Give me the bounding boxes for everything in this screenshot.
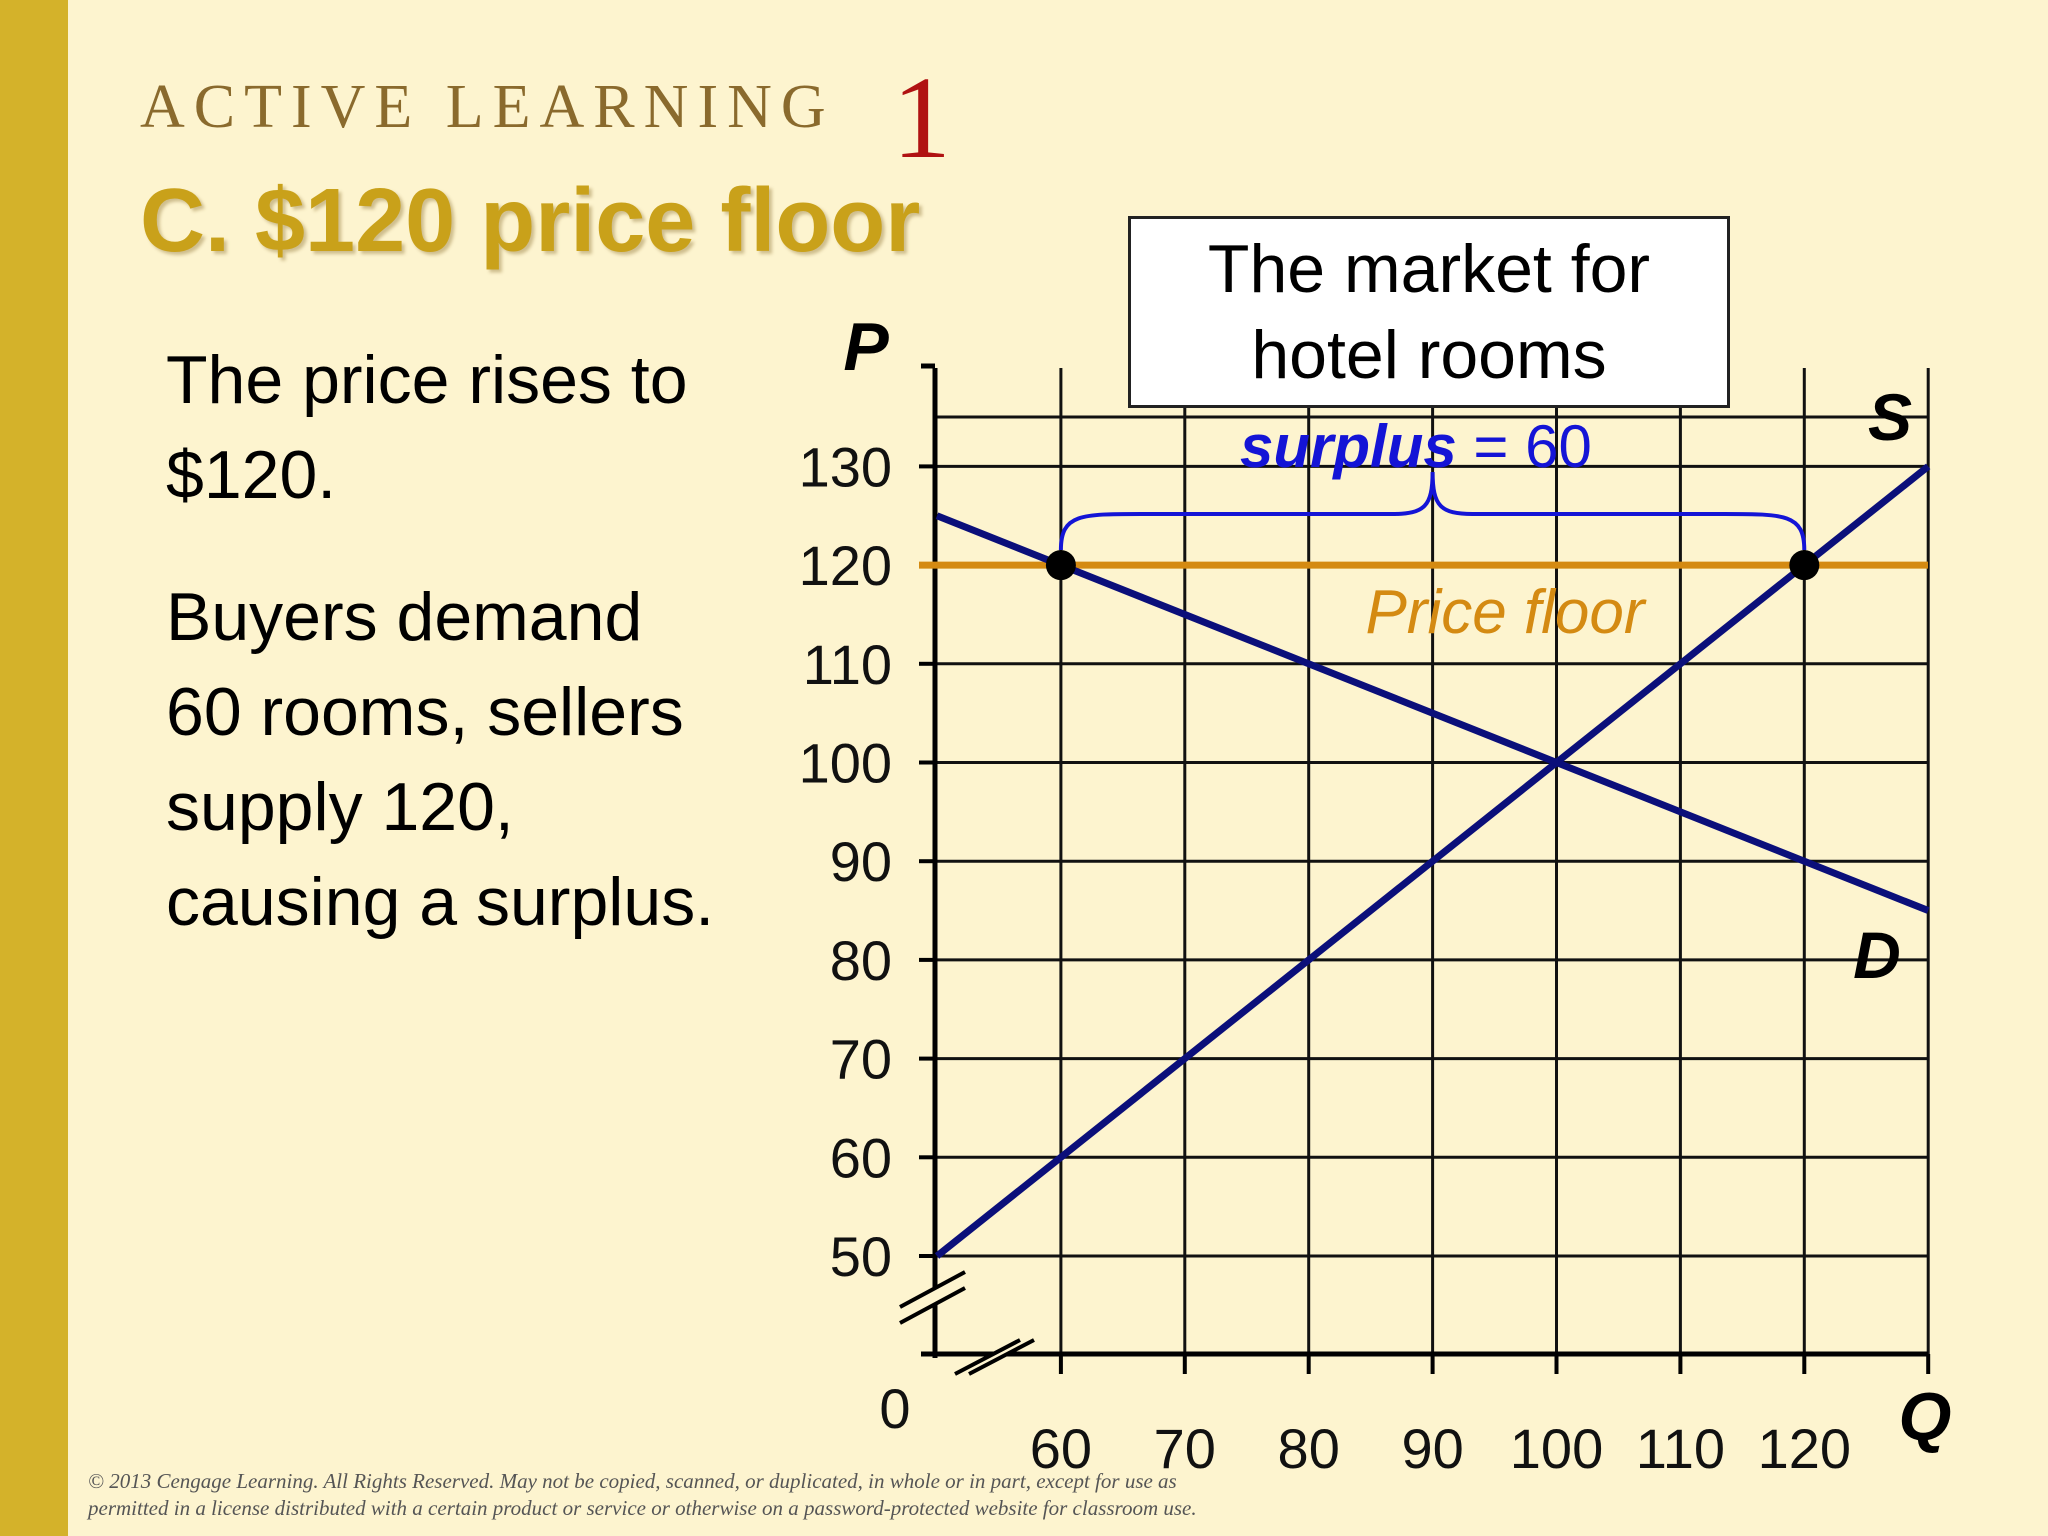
copyright-line-2: permitted in a license distributed with … bbox=[88, 1496, 1197, 1520]
curve-label-s: S bbox=[1868, 380, 1912, 454]
x-tick-label: 90 bbox=[1401, 1417, 1463, 1480]
origin-label: 0 bbox=[879, 1377, 910, 1440]
y-tick-label: 110 bbox=[803, 633, 892, 696]
x-tick-label: 120 bbox=[1758, 1417, 1851, 1480]
y-tick-label: 60 bbox=[830, 1126, 892, 1189]
surplus-brace bbox=[1058, 471, 1807, 551]
surplus-label: surplus = 60 bbox=[1240, 413, 1592, 480]
paragraph-price-rises: The price rises to $120. bbox=[166, 342, 688, 513]
x-axis-label: Q bbox=[1899, 1379, 1952, 1455]
y-tick-label: 100 bbox=[799, 732, 892, 795]
y-axis-break-line bbox=[899, 1270, 966, 1309]
y-tick-label: 80 bbox=[830, 929, 892, 992]
y-tick-label: 70 bbox=[830, 1028, 892, 1091]
x-tick-label: 100 bbox=[1510, 1417, 1603, 1480]
copyright-line-1: © 2013 Cengage Learning. All Rights Rese… bbox=[88, 1469, 1177, 1493]
y-axis-label: P bbox=[843, 309, 889, 385]
accent-bar bbox=[0, 0, 68, 1536]
x-axis-break-line bbox=[954, 1338, 1021, 1376]
curve-label-d: D bbox=[1853, 918, 1901, 992]
surplus-word: surplus bbox=[1240, 413, 1457, 480]
x-tick-label: 80 bbox=[1278, 1417, 1340, 1480]
copyright-notice: © 2013 Cengage Learning. All Rights Rese… bbox=[88, 1468, 1197, 1522]
active-learning-kicker: ACTIVE LEARNING bbox=[140, 73, 835, 141]
x-tick-label: 60 bbox=[1030, 1417, 1092, 1480]
kicker-number: 1 bbox=[892, 52, 951, 183]
price-floor-label: Price floor bbox=[1365, 578, 1646, 647]
y-tick-label: 120 bbox=[799, 534, 892, 597]
y-axis-break-line bbox=[899, 1286, 966, 1325]
y-tick-label: 90 bbox=[830, 830, 892, 893]
intersection-point bbox=[1045, 550, 1076, 581]
chart-title-line-2: hotel rooms bbox=[1251, 317, 1607, 393]
surplus-value: = 60 bbox=[1457, 413, 1592, 480]
slide-title: C. $120 price floor bbox=[140, 171, 921, 271]
y-tick-label: 130 bbox=[799, 435, 892, 498]
y-axis-break-gap bbox=[900, 1272, 965, 1323]
x-tick-label: 110 bbox=[1636, 1417, 1725, 1480]
chart-title-line-1: The market for bbox=[1207, 231, 1651, 307]
curve-s bbox=[934, 463, 1931, 1259]
intersection-point bbox=[1789, 550, 1820, 581]
y-tick-label: 50 bbox=[830, 1225, 892, 1288]
x-axis-break-line bbox=[968, 1338, 1035, 1376]
curve-d bbox=[935, 512, 1930, 914]
paragraph-surplus-explanation: Buyers demand 60 rooms, sellers supply 1… bbox=[166, 579, 715, 940]
x-tick-label: 70 bbox=[1154, 1417, 1216, 1480]
chart-title-box: The market for hotel rooms bbox=[1128, 216, 1730, 408]
